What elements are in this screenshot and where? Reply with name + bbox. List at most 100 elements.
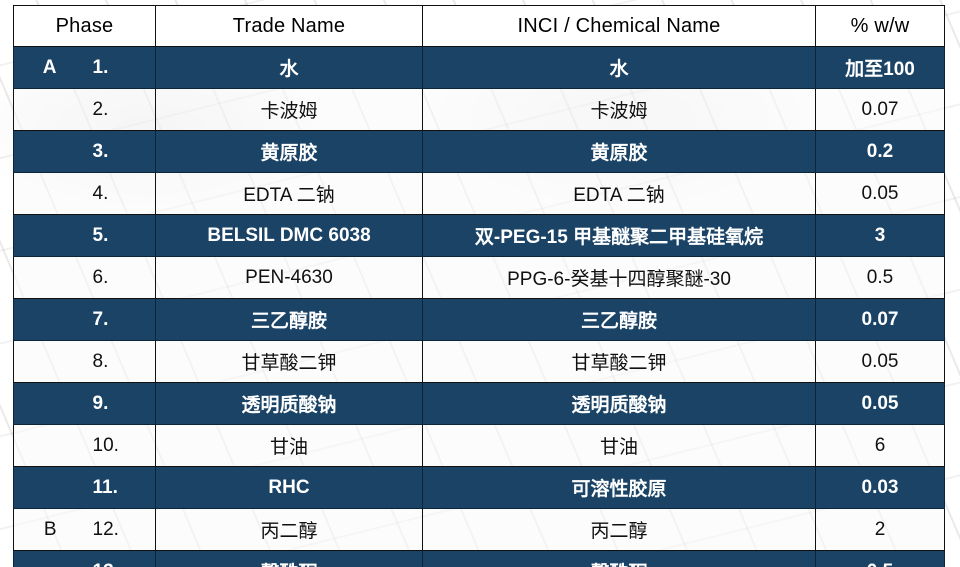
row-number: 12. <box>92 518 119 540</box>
cell-inci-name: 卡波姆 <box>422 88 816 131</box>
cell-percent: 加至100 <box>815 46 945 89</box>
cell-percent: 0.2 <box>815 130 945 173</box>
cell-percent: 0.5 <box>815 550 945 567</box>
table-header: Phase Trade Name INCI / Chemical Name % … <box>13 5 945 47</box>
table-row: 8. 甘草酸二钾 甘草酸二钾 0.05 <box>13 340 945 383</box>
phase-group: 5. <box>15 224 155 247</box>
cell-inci-name: 水 <box>422 46 816 89</box>
table-row: 3. 黄原胶 黄原胶 0.2 <box>13 130 945 173</box>
cell-trade-name: 三乙醇胺 <box>155 298 423 341</box>
table-row: A 1. 水水加至100 <box>13 46 945 89</box>
cell-inci-name: 馨酰酮 <box>422 550 816 567</box>
cell-inci-name: 透明质酸钠 <box>422 382 816 425</box>
cell-percent: 0.03 <box>815 466 945 509</box>
cell-percent: 0.07 <box>815 298 945 341</box>
cell-percent: 0.05 <box>815 172 945 215</box>
table-row: 11. RHC 可溶性胶原 0.03 <box>13 466 945 509</box>
cell-phase: 8. <box>13 340 156 383</box>
table-row: 10. 甘油 甘油 6 <box>13 424 945 467</box>
row-number: 3. <box>92 140 109 162</box>
cell-trade-name: RHC <box>155 466 423 509</box>
cell-trade-name: 水 <box>155 46 423 89</box>
column-header-percent: % w/w <box>815 5 945 47</box>
cell-phase: 3. <box>13 130 156 173</box>
cell-trade-name: 黄原胶 <box>155 130 423 173</box>
table-header-row: Phase Trade Name INCI / Chemical Name % … <box>13 5 945 47</box>
cell-inci-name: 双-PEG-15 甲基醚聚二甲基硅氧烷 <box>422 214 816 257</box>
cell-phase: 9. <box>13 382 156 425</box>
cell-trade-name: 卡波姆 <box>155 88 423 131</box>
phase-group: 6. <box>15 266 155 289</box>
table-row: 13.馨酰酮馨酰酮0.5 <box>13 550 945 567</box>
cell-percent: 0.5 <box>815 256 945 299</box>
table-row: 6. PEN-4630 PPG-6-癸基十四醇聚醚-30 0.5 <box>13 256 945 299</box>
cell-trade-name: 甘草酸二钾 <box>155 340 423 383</box>
cell-trade-name: 馨酰酮 <box>155 550 423 567</box>
cell-phase: 5. <box>13 214 156 257</box>
cell-trade-name: 丙二醇 <box>155 508 423 551</box>
column-header-inci-name: INCI / Chemical Name <box>422 5 816 47</box>
cell-inci-name: 三乙醇胺 <box>422 298 816 341</box>
cell-phase: 6. <box>13 256 156 299</box>
cell-phase: A 1. <box>13 46 156 89</box>
phase-letter: B <box>43 518 57 540</box>
phase-group: 8. <box>15 350 155 373</box>
cell-inci-name: 丙二醇 <box>422 508 816 551</box>
row-number: 2. <box>92 98 109 120</box>
row-number: 11. <box>92 476 118 498</box>
cell-trade-name: PEN-4630 <box>155 256 423 299</box>
cell-phase: 13. <box>13 550 156 567</box>
row-number: 4. <box>92 182 109 204</box>
cell-inci-name: 可溶性胶原 <box>422 466 816 509</box>
row-number: 1. <box>92 56 109 78</box>
cell-trade-name: 甘油 <box>155 424 423 467</box>
cell-percent: 6 <box>815 424 945 467</box>
cell-phase: 7. <box>13 298 156 341</box>
table-row: B 12. 丙二醇 丙二醇 2 <box>13 508 945 551</box>
cell-percent: 0.05 <box>815 340 945 383</box>
column-header-trade-name: Trade Name <box>155 5 423 47</box>
cell-trade-name: EDTA 二钠 <box>155 172 423 215</box>
phase-group: A 1. <box>15 56 155 79</box>
table-row: 5. BELSIL DMC 6038 双-PEG-15 甲基醚聚二甲基硅氧烷 3 <box>13 214 945 257</box>
cell-phase: 2. <box>13 88 156 131</box>
cell-percent: 0.07 <box>815 88 945 131</box>
phase-group: 13. <box>15 561 155 567</box>
phase-group: 11. <box>15 476 155 499</box>
row-number: 5. <box>92 224 109 246</box>
row-number: 6. <box>92 266 109 288</box>
phase-group: 3. <box>15 140 155 163</box>
cell-trade-name: 透明质酸钠 <box>155 382 423 425</box>
row-number: 8. <box>92 350 109 372</box>
cell-trade-name: BELSIL DMC 6038 <box>155 214 423 257</box>
cell-inci-name: 甘草酸二钾 <box>422 340 816 383</box>
column-header-phase: Phase <box>13 5 156 47</box>
table-row: 7. 三乙醇胺 三乙醇胺 0.07 <box>13 298 945 341</box>
row-number: 9. <box>92 392 109 414</box>
cell-phase: B 12. <box>13 508 156 551</box>
cell-phase: 10. <box>13 424 156 467</box>
cell-inci-name: EDTA 二钠 <box>422 172 816 215</box>
cell-percent: 0.05 <box>815 382 945 425</box>
cell-inci-name: 甘油 <box>422 424 816 467</box>
row-number: 10. <box>92 434 119 456</box>
table-body: A 1. 水水加至100 2. 卡波姆 卡波姆 0.07 3. 黄原胶 黄原胶 0.2 4. EDTA … <box>13 46 945 567</box>
row-number: 13. <box>93 561 127 567</box>
table-row: 9. 透明质酸钠 透明质酸钠 0.05 <box>13 382 945 425</box>
row-number: 7. <box>92 308 109 330</box>
phase-letter: A <box>42 56 57 78</box>
cell-phase: 4. <box>13 172 156 215</box>
phase-group: 2. <box>15 98 155 121</box>
table-row: 4. EDTA 二钠 EDTA 二钠 0.05 <box>13 172 945 215</box>
cell-inci-name: PPG-6-癸基十四醇聚醚-30 <box>422 256 816 299</box>
phase-group: 9. <box>15 392 155 415</box>
cell-phase: 11. <box>13 466 156 509</box>
phase-group: 10. <box>15 434 155 457</box>
table-row: 2. 卡波姆 卡波姆 0.07 <box>13 88 945 131</box>
cell-percent: 3 <box>815 214 945 257</box>
phase-group: 7. <box>15 308 155 331</box>
phase-group: B 12. <box>15 518 155 541</box>
formulation-table: Phase Trade Name INCI / Chemical Name % … <box>13 5 945 567</box>
cell-percent: 2 <box>815 508 945 551</box>
